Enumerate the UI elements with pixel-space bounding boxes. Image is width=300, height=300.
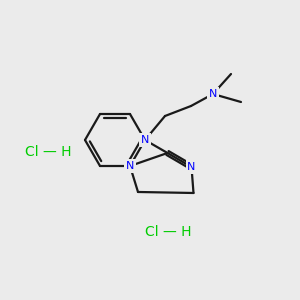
Text: Cl — H: Cl — H [145,225,191,239]
Text: N: N [209,89,217,99]
Text: N: N [141,135,149,145]
Text: N: N [187,162,196,172]
Text: Cl — H: Cl — H [25,145,71,159]
Text: N: N [126,161,134,171]
